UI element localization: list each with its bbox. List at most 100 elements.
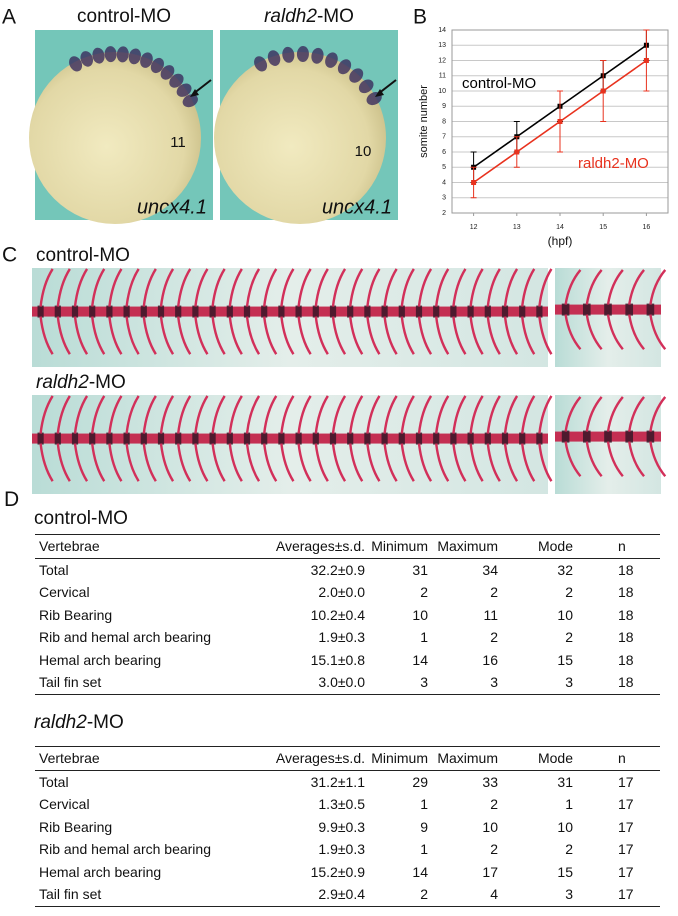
table-cell: Rib Bearing xyxy=(35,816,250,839)
table-cell: 31.2±1.1 xyxy=(250,770,365,793)
somite-count: 10 xyxy=(355,143,372,160)
vertebra xyxy=(416,306,422,318)
vertebra xyxy=(468,306,474,318)
table-cell: 1.9±0.3 xyxy=(250,838,365,861)
vertebra xyxy=(158,306,164,318)
table-cell: 15.1±0.8 xyxy=(250,649,365,672)
y-tick-label: 8 xyxy=(442,118,446,125)
table-cell: 15 xyxy=(498,861,573,884)
vertebra xyxy=(141,433,147,445)
table-cell: 17 xyxy=(573,770,660,793)
vertebra xyxy=(55,433,61,445)
data-table: VertebraeAverages±s.d.MinimumMaximumMode… xyxy=(35,746,660,907)
table-cell: 9 xyxy=(365,816,428,839)
table-cell: Cervical xyxy=(35,581,250,604)
vertebra xyxy=(519,433,525,445)
table-row: Rib and hemal arch bearing1.9±0.312217 xyxy=(35,838,660,861)
data-table: VertebraeAverages±s.d.MinimumMaximumMode… xyxy=(35,534,660,695)
panel-label: C xyxy=(2,244,17,267)
table-cell: 18 xyxy=(573,626,660,649)
table-row: Total32.2±0.931343218 xyxy=(35,558,660,581)
panel-label: B xyxy=(413,6,427,29)
panel-title: raldh2-MO xyxy=(264,6,354,27)
table-cell: 1 xyxy=(498,793,573,816)
vertebra xyxy=(536,306,542,318)
vertebra xyxy=(604,431,612,443)
column-header: Maximum xyxy=(428,747,498,771)
y-tick-label: 12 xyxy=(438,57,446,64)
title-gene: raldh2 xyxy=(36,372,89,393)
table-cell: 2 xyxy=(498,626,573,649)
table-cell: 33 xyxy=(428,770,498,793)
table-cell: 1 xyxy=(365,793,428,816)
table-body: Total31.2±1.129333117Cervical1.3±0.51211… xyxy=(35,770,660,906)
table-cell: 4 xyxy=(428,883,498,906)
somite-count: 11 xyxy=(170,134,186,151)
table-cell: 15.2±0.9 xyxy=(250,861,365,884)
table-cell: 1 xyxy=(365,838,428,861)
y-tick-label: 14 xyxy=(438,27,446,34)
vertebra xyxy=(382,306,388,318)
vertebra xyxy=(296,306,302,318)
table-cell: Rib Bearing xyxy=(35,604,250,627)
vertebra xyxy=(244,306,250,318)
table-cell: 34 xyxy=(428,558,498,581)
y-tick-label: 7 xyxy=(442,134,446,141)
vertebra xyxy=(399,433,405,445)
table-cell: 16 xyxy=(428,649,498,672)
table-cell: 1 xyxy=(365,626,428,649)
x-tick-label: 16 xyxy=(643,224,651,231)
table-cell: 2 xyxy=(498,581,573,604)
vertebra xyxy=(347,433,353,445)
table-cell: 2 xyxy=(428,793,498,816)
column-header: n xyxy=(573,747,660,771)
vertebra xyxy=(38,306,44,318)
table-cell: 2 xyxy=(428,838,498,861)
column-header: n xyxy=(573,535,660,559)
table-cell: Cervical xyxy=(35,793,250,816)
table-cell: Tail fin set xyxy=(35,883,250,906)
y-tick-label: 5 xyxy=(442,164,446,171)
table-cell: Tail fin set xyxy=(35,671,250,694)
table-cell: 11 xyxy=(428,604,498,627)
table-row: Cervical1.3±0.512117 xyxy=(35,793,660,816)
table-row: Total31.2±1.129333117 xyxy=(35,770,660,793)
y-axis-label: somite number xyxy=(418,85,430,158)
table-cell: 17 xyxy=(573,838,660,861)
table-cell: 10 xyxy=(365,604,428,627)
panel-title: raldh2-MO xyxy=(36,372,126,393)
table-cell: 14 xyxy=(365,861,428,884)
title-text: -MO xyxy=(89,372,126,393)
vertebra xyxy=(364,306,370,318)
vertebra xyxy=(278,306,284,318)
table-cell: 2 xyxy=(498,838,573,861)
table-cell: 15 xyxy=(498,649,573,672)
y-tick-label: 10 xyxy=(438,88,446,95)
table-cell: 31 xyxy=(498,770,573,793)
vertebra xyxy=(55,306,61,318)
data-point xyxy=(558,119,563,124)
vertebra xyxy=(227,433,233,445)
vertebra xyxy=(72,433,78,445)
title-gene: raldh2 xyxy=(264,6,317,27)
table-cell: 2.9±0.4 xyxy=(250,883,365,906)
table-cell: 32 xyxy=(498,558,573,581)
vertebra xyxy=(416,433,422,445)
table-cell: Hemal arch bearing xyxy=(35,861,250,884)
table-cell: 14 xyxy=(365,649,428,672)
title-text: control-MO xyxy=(36,245,130,266)
title-gene: raldh2 xyxy=(34,712,87,733)
table-cell: Total xyxy=(35,558,250,581)
vertebra xyxy=(89,306,95,318)
vertebra xyxy=(450,306,456,318)
table-cell: 10 xyxy=(428,816,498,839)
x-tick-label: 12 xyxy=(470,224,478,231)
table-cell: 32.2±0.9 xyxy=(250,558,365,581)
vertebra xyxy=(364,433,370,445)
table-body: Total32.2±0.931343218Cervical2.0±0.02221… xyxy=(35,558,660,694)
table-cell: 9.9±0.3 xyxy=(250,816,365,839)
table-cell: 29 xyxy=(365,770,428,793)
vertebra xyxy=(502,433,508,445)
table-cell: 2 xyxy=(428,581,498,604)
